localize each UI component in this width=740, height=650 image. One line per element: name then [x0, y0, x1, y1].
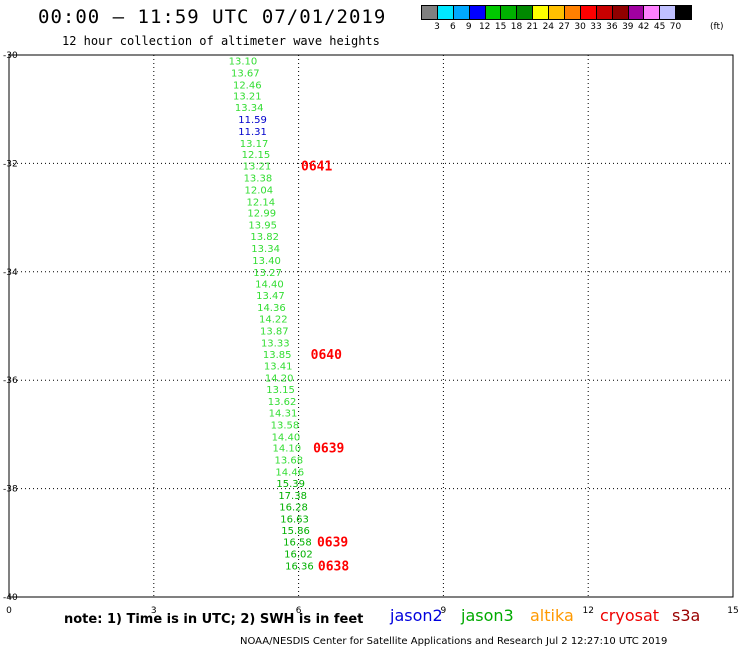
wave-height-label: 12.15 [242, 150, 271, 161]
x-tick-label: 6 [296, 606, 302, 616]
note-text: note: 1) Time is in UTC; 2) SWH is in fe… [64, 612, 364, 627]
pass-time-label: 0639 [313, 441, 344, 456]
wave-height-label: 13.62 [268, 397, 297, 408]
wave-height-label: 14.36 [257, 303, 286, 314]
color-scale: (ft) 3 6 9 12 15 18 21 24 27 30 33 36 39 42 45 70 [421, 5, 724, 32]
wave-height-label: 15.86 [281, 526, 310, 537]
wave-height-label: 14.31 [269, 409, 298, 420]
wave-height-label: 14.22 [259, 314, 288, 325]
y-tick-label: -34 [3, 268, 18, 278]
legend-item-jason3: jason3 [461, 606, 514, 625]
map-subtitle: 12 hour collection of altimeter wave hei… [62, 34, 380, 48]
wave-height-label: 13.10 [229, 56, 258, 67]
color-scale-label: 45 [653, 22, 666, 32]
color-scale-label: 36 [606, 22, 618, 32]
wave-height-label: 13.21 [233, 92, 262, 103]
wave-height-label: 13.34 [251, 244, 280, 255]
wave-height-label: 13.17 [240, 139, 269, 150]
color-scale-label: 39 [622, 22, 634, 32]
color-scale-swatches [421, 5, 693, 20]
wave-height-label: 16.58 [283, 538, 312, 549]
color-scale-unit: (ft) [710, 22, 724, 32]
wave-height-label: 13.33 [261, 338, 290, 349]
wave-height-label: 13.67 [231, 68, 260, 79]
wave-height-label: 14.46 [275, 467, 304, 478]
x-tick-label: 15 [727, 606, 738, 616]
wave-height-label: 13.38 [244, 173, 273, 184]
wave-height-label: 13.15 [266, 385, 295, 396]
wave-height-label: 16.28 [279, 502, 308, 513]
color-scale-label: 9 [465, 22, 472, 32]
x-tick-label: 9 [441, 606, 447, 616]
x-tick-label: 3 [151, 606, 157, 616]
wave-height-label: 13.27 [253, 268, 282, 279]
map-frame [8, 54, 734, 598]
pass-time-label: 0638 [318, 560, 349, 575]
pass-time-label: 0639 [317, 536, 348, 551]
color-scale-label: 70 [669, 22, 682, 32]
wave-height-label: 11.31 [238, 127, 267, 138]
color-scale-labels: (ft) 3 6 9 12 15 18 21 24 27 30 33 36 39 42 45 70 [421, 20, 723, 32]
wave-height-label: 15.39 [276, 479, 305, 490]
color-scale-label: 30 [574, 22, 586, 32]
pass-time-label: 0640 [311, 348, 342, 363]
wave-height-label: 13.47 [256, 291, 285, 302]
y-tick-label: -30 [3, 51, 18, 61]
x-tick-label: 0 [6, 606, 12, 616]
footer-credit: NOAA/NESDIS Center for Satellite Applica… [240, 636, 668, 647]
pass-time-label: 0641 [301, 160, 332, 175]
color-scale-label: 33 [590, 22, 602, 32]
wave-height-label: 13.95 [248, 221, 277, 232]
wave-height-label: 13.68 [274, 455, 303, 466]
legend-item-jason2: jason2 [390, 606, 443, 625]
wave-height-label: 13.87 [260, 326, 289, 337]
wave-height-label: 11.59 [238, 115, 267, 126]
wave-height-label: 14.20 [265, 373, 294, 384]
wave-height-label: 17.38 [278, 491, 307, 502]
wave-height-label: 16.36 [285, 562, 314, 573]
wave-height-label: 13.82 [250, 232, 279, 243]
y-tick-label: -40 [3, 593, 18, 603]
color-scale-label: 27 [558, 22, 570, 32]
color-scale-label: 21 [526, 22, 539, 32]
wave-height-label: 12.99 [247, 209, 276, 220]
wave-height-label: 14.40 [272, 433, 301, 444]
wave-height-label: 13.40 [252, 256, 281, 267]
y-tick-label: -38 [3, 485, 18, 495]
wave-height-label: 12.46 [233, 80, 262, 91]
wave-height-label: 12.04 [245, 185, 274, 196]
color-scale-label: 12 [478, 22, 491, 32]
wave-height-label: 14.10 [273, 443, 302, 454]
wave-height-label: 16.02 [284, 550, 313, 561]
wave-height-label: 16.63 [280, 514, 309, 525]
wave-height-label: 13.41 [264, 362, 293, 373]
x-tick-label: 12 [582, 606, 593, 616]
wave-height-label: 13.21 [243, 162, 272, 173]
color-swatch [675, 5, 693, 20]
wave-height-label: 14.40 [255, 280, 284, 291]
wave-height-label: 13.34 [235, 103, 264, 114]
color-scale-label: 6 [450, 22, 456, 32]
color-scale-label: 3 [434, 22, 440, 32]
legend-item-s3a: s3a [672, 606, 701, 625]
color-scale-label: 24 [542, 22, 555, 32]
color-scale-label: 42 [637, 22, 650, 32]
map-title: 00:00 — 11:59 UTC 07/01/2019 [38, 6, 387, 28]
y-tick-label: -36 [3, 376, 18, 386]
color-scale-label: 15 [494, 22, 507, 32]
legend-item-altika: altika [530, 606, 574, 625]
wave-height-label: 13.85 [263, 350, 292, 361]
color-scale-label: 18 [510, 22, 523, 32]
wave-height-label: 13.58 [271, 421, 300, 432]
y-tick-label: -32 [3, 159, 18, 169]
wave-height-label: 12.14 [246, 197, 275, 208]
legend-item-cryosat: cryosat [600, 606, 660, 625]
